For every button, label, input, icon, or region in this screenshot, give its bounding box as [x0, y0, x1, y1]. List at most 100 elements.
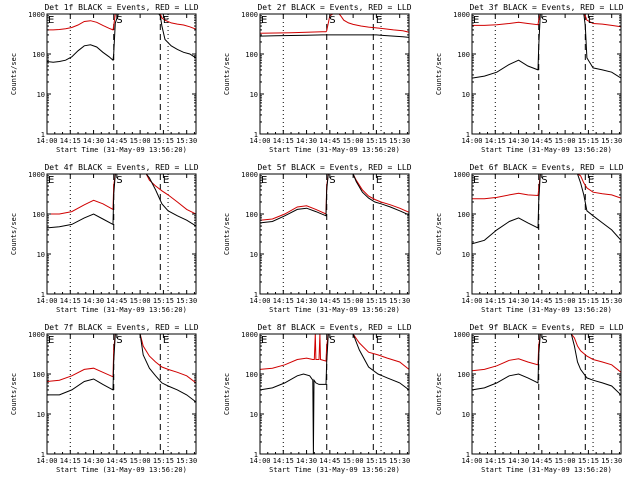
panel-det-8f: Det 8f BLACK = Events, RED = LLD 1 10 100 10… [223, 323, 412, 474]
events-series-line [47, 14, 196, 63]
marker-label-e: E [261, 15, 267, 26]
panel-title: Det 6f BLACK = Events, RED = LLD [469, 163, 623, 172]
x-tick-label: 14:45 [319, 297, 340, 305]
x-tick-label: 14:00 [36, 137, 57, 145]
events-series-line [260, 174, 409, 224]
x-tick-label: 14:30 [296, 297, 317, 305]
y-tick-label: 1 [254, 131, 258, 139]
y-axis-label: Counts/sec [435, 53, 443, 95]
plot-frame [471, 173, 622, 295]
panel-title: Det 4f BLACK = Events, RED = LLD [44, 163, 198, 172]
x-tick-label: 15:30 [601, 297, 622, 305]
marker-label-e: E [163, 15, 169, 26]
y-tick-label: 10 [250, 91, 258, 99]
lld-series-line [47, 174, 196, 215]
x-tick-label: 14:30 [296, 457, 317, 465]
marker-label-e: E [376, 15, 382, 26]
y-tick-label: 10 [462, 251, 470, 259]
marker-label-s: S [329, 15, 335, 26]
panel-title: Det 7f BLACK = Events, RED = LLD [44, 323, 198, 332]
x-axis-label: Start Time (31-May-09 13:56:20) [481, 306, 612, 314]
x-tick-label: 14:15 [60, 457, 81, 465]
events-series-line [47, 334, 196, 403]
marker-label-s: S [541, 15, 547, 26]
lld-series-line [47, 334, 196, 384]
x-tick-label: 14:45 [319, 137, 340, 145]
y-tick-label: 10 [37, 251, 45, 259]
y-tick-label: 10 [37, 91, 45, 99]
x-tick-label: 14:15 [485, 297, 506, 305]
x-tick-label: 14:30 [83, 137, 104, 145]
x-tick-label: 15:30 [389, 297, 410, 305]
x-tick-label: 14:45 [106, 137, 127, 145]
x-tick-label: 14:45 [531, 457, 552, 465]
y-tick-label: 100 [457, 371, 470, 379]
y-axis-label: Counts/sec [10, 53, 18, 95]
plot-frame [46, 333, 197, 455]
y-tick-label: 10 [250, 411, 258, 419]
x-tick-label: 15:00 [343, 137, 364, 145]
x-tick-label: 15:30 [601, 457, 622, 465]
y-tick-label: 100 [245, 51, 258, 59]
x-tick-label: 14:45 [106, 297, 127, 305]
y-axis-label: Counts/sec [223, 373, 231, 415]
marker-label-s: S [116, 335, 122, 346]
panel-title: Det 5f BLACK = Events, RED = LLD [257, 163, 411, 172]
x-tick-label: 14:15 [273, 297, 294, 305]
marker-label-s: S [541, 175, 547, 186]
y-tick-label: 1000 [241, 171, 258, 179]
y-tick-label: 1000 [241, 331, 258, 339]
plot-frame [259, 333, 410, 455]
panel-title: Det 1f BLACK = Events, RED = LLD [44, 3, 198, 12]
plot-frame [46, 13, 197, 135]
marker-label-e: E [163, 175, 169, 186]
x-tick-label: 15:00 [130, 137, 151, 145]
x-axis-label: Start Time (31-May-09 13:56:20) [269, 466, 400, 474]
x-axis-label: Start Time (31-May-09 13:56:20) [56, 146, 187, 154]
x-tick-label: 15:30 [176, 457, 197, 465]
x-tick-label: 14:30 [508, 457, 529, 465]
x-tick-label: 14:30 [508, 137, 529, 145]
panel-title: Det 3f BLACK = Events, RED = LLD [469, 3, 623, 12]
panel-title: Det 2f BLACK = Events, RED = LLD [257, 3, 411, 12]
x-tick-label: 15:30 [389, 457, 410, 465]
marker-label-e: E [163, 335, 169, 346]
marker-label-e: E [473, 335, 479, 346]
y-tick-label: 1 [41, 451, 45, 459]
x-tick-label: 15:00 [343, 297, 364, 305]
marker-label-e: E [48, 15, 54, 26]
panel-det-5f: Det 5f BLACK = Events, RED = LLD 1 10 100 10… [223, 163, 412, 314]
y-tick-label: 100 [32, 51, 45, 59]
marker-label-s: S [116, 15, 122, 26]
plot-frame [259, 173, 410, 295]
marker-label-e: E [588, 175, 594, 186]
x-tick-label: 15:00 [130, 457, 151, 465]
panel-title: Det 9f BLACK = Events, RED = LLD [469, 323, 623, 332]
x-tick-label: 14:00 [249, 137, 270, 145]
marker-label-e: E [48, 335, 54, 346]
x-tick-label: 14:30 [508, 297, 529, 305]
y-tick-label: 1000 [28, 171, 45, 179]
x-tick-label: 15:15 [578, 457, 599, 465]
events-series-line [260, 34, 409, 38]
panel-det-2f: Det 2f BLACK = Events, RED = LLD 1 10 100 10… [223, 3, 412, 154]
y-tick-label: 10 [462, 411, 470, 419]
x-tick-label: 15:15 [153, 137, 174, 145]
y-tick-label: 1 [254, 451, 258, 459]
marker-label-e: E [473, 175, 479, 186]
marker-label-e: E [473, 15, 479, 26]
events-series-line [47, 174, 196, 229]
y-axis-label: Counts/sec [223, 213, 231, 255]
lld-series-line [260, 334, 409, 370]
x-tick-label: 14:15 [485, 457, 506, 465]
marker-label-e: E [588, 335, 594, 346]
lld-series-line [472, 334, 621, 373]
y-tick-label: 1 [41, 291, 45, 299]
marker-label-e: E [261, 335, 267, 346]
panel-det-1f: Det 1f BLACK = Events, RED = LLD 1 10 100 10… [10, 3, 199, 154]
x-tick-label: 14:30 [296, 137, 317, 145]
y-tick-label: 10 [37, 411, 45, 419]
marker-label-e: E [48, 175, 54, 186]
x-tick-label: 15:30 [176, 297, 197, 305]
y-axis-label: Counts/sec [435, 373, 443, 415]
